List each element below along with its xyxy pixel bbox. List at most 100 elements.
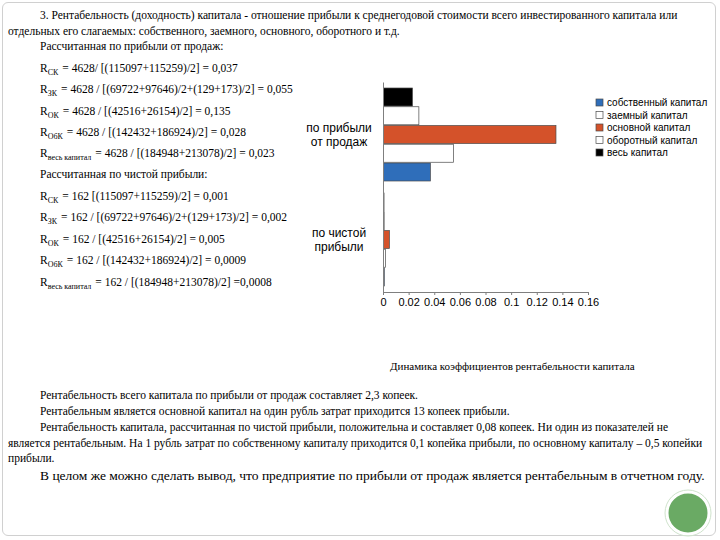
y-tick: по чистойприбыли: [312, 226, 383, 254]
decoration: [665, 490, 711, 536]
formula-symbol: R: [40, 83, 48, 95]
x-tick-mark: [434, 292, 435, 295]
formula-expression: = 4628 / [(42516+26154)/2] = 0,135: [63, 105, 231, 117]
formula: RОК = 4628 / [(42516+26154)/2] = 0,135: [40, 104, 230, 123]
formula-expression: = 162 [(115097+115259)/2] = 0,001: [62, 190, 229, 202]
x-tick-mark: [588, 292, 589, 295]
legend: собственный капитал заемный капиталосновн…: [596, 97, 707, 158]
formula-symbol: R: [40, 105, 48, 117]
x-tick: 0.02: [398, 292, 419, 308]
formula-symbol: R: [40, 276, 48, 288]
x-tick: 0.06: [450, 292, 471, 308]
legend-swatch: [596, 137, 603, 144]
intro: 3. Рентабельность (доходность) капитала …: [8, 8, 712, 39]
formula-expression: = 4628 / [(69722+97646)/2+(129+173)/2] =…: [61, 83, 293, 95]
formula-symbol: R: [40, 254, 48, 266]
heading: Рассчитанная по прибыли от продаж:: [40, 39, 223, 54]
legend-swatch: [596, 99, 603, 106]
final-conclusion: В целом же можно сделать вывод, что пред…: [8, 467, 712, 484]
conclusion: Рентабельность всего капитала по прибыли…: [8, 388, 712, 404]
x-tick-label: 0.16: [578, 296, 599, 308]
formula-expression: = 4628 / [(142432+186924)/2] = 0,028: [67, 126, 246, 138]
formula: Rвесь капитал= 4628 / [(184948+213078)/2…: [40, 146, 275, 165]
decoration-ring: [665, 490, 711, 536]
x-tick-mark: [537, 292, 538, 295]
x-tick-label: 0.12: [527, 296, 548, 308]
chart-title: Динамика коэффициентов рентабельности ка…: [390, 360, 635, 372]
x-tick-mark: [511, 292, 512, 295]
bar: [383, 126, 556, 144]
legend-entry: собственный капитал: [596, 97, 707, 108]
x-tick: 0: [380, 292, 386, 308]
formula-symbol: R: [40, 147, 48, 159]
chart: 0 0.02 0.04 0.06 0.08 0.1 0.12 0.14 0.16 по прибы…: [0, 0, 720, 540]
page-frame: [2, 2, 716, 536]
formula-subscript: весь капитал: [48, 153, 92, 162]
legend-label: заемный капитал: [607, 110, 688, 121]
formula-subscript: ОК: [48, 111, 59, 120]
x-tick-mark: [409, 292, 410, 295]
x-tick-label: 0.14: [552, 296, 573, 308]
conclusion: Рентабельность капитала, рассчитанная по…: [8, 420, 712, 467]
x-tick: 0.08: [475, 292, 496, 308]
formula-expression: = 162 / [(142432+186924)/2] = 0,0009: [67, 254, 246, 266]
formula-expression: = 4628/ [(115097+115259)/2] = 0,037: [62, 62, 237, 74]
conclusion: Рентабельным является основной капитал н…: [8, 404, 712, 420]
y-tick-label: по прибылиот продаж: [306, 121, 372, 149]
formula-subscript: весь капитал: [48, 282, 92, 291]
formula-subscript: ЗК: [48, 217, 57, 226]
y-tick: по прибылиот продаж: [306, 121, 383, 149]
formula: RОК = 162 / [(42516+26154)/2] = 0,005: [40, 232, 225, 251]
x-tick-mark: [486, 292, 487, 295]
formula-expression: = 162 / [(69722+97646)/2+(129+173)/2] = …: [61, 211, 287, 223]
y-axis: по прибылиот продаж по чистойприбыли: [306, 83, 383, 293]
bar: [383, 163, 430, 181]
x-tick-mark: [562, 292, 563, 295]
legend-swatch: [596, 112, 603, 119]
formula-symbol: R: [40, 211, 48, 223]
formula-symbol: R: [40, 233, 48, 245]
y-tick-label-line: прибыли: [314, 240, 363, 254]
x-tick-mark: [460, 292, 461, 295]
x-tick: 0.1: [504, 292, 519, 308]
x-tick: 0.16: [578, 292, 599, 308]
y-tick-label-line: по чистой: [312, 226, 366, 240]
legend-label: основной капитал: [607, 122, 691, 133]
formula: Rвесь капитал= 162 / [(184948+213078)/2]…: [40, 275, 272, 294]
y-tick-label-line: от продаж: [311, 135, 368, 149]
bar: [383, 107, 419, 125]
y-tick-label: по чистойприбыли: [312, 226, 366, 254]
x-tick: 0.04: [424, 292, 445, 308]
formula-expression: = 162 / [(184948+213078)/2] =0,0008: [95, 276, 271, 288]
legend-swatch: [596, 149, 603, 156]
formula-expression: = 162 / [(42516+26154)/2] = 0,005: [63, 233, 225, 245]
formula: RОбК= 4628 / [(142432+186924)/2] = 0,028: [40, 125, 246, 144]
formula-symbol: R: [40, 62, 48, 74]
legend-swatch: [596, 124, 603, 131]
formula-subscript: ЗК: [48, 89, 57, 98]
x-tick-label: 0.02: [398, 296, 419, 308]
legend-entry: заемный капитал: [596, 110, 688, 121]
x-tick-label: 0.04: [424, 296, 445, 308]
x-tick-label: 0.08: [475, 296, 496, 308]
x-tick: 0.14: [552, 292, 573, 308]
formula-symbol: R: [40, 126, 48, 138]
x-tick-label: 0.06: [450, 296, 471, 308]
legend-entry: весь капитал: [596, 147, 668, 158]
y-tick-label-line: по прибыли: [306, 121, 372, 135]
formula: RОбК= 162 / [(142432+186924)/2] = 0,0009: [40, 253, 246, 272]
legend-entry: основной капитал: [596, 122, 691, 133]
formula-subscript: ОК: [48, 239, 59, 248]
legend-label: весь капитал: [607, 147, 668, 158]
formula: RСК= 162 [(115097+115259)/2] = 0,001: [40, 189, 229, 208]
formula: RЗК = 162 / [(69722+97646)/2+(129+173)/2]…: [40, 210, 287, 229]
x-tick-label: 0.1: [504, 296, 519, 308]
bar: [383, 88, 412, 106]
heading: Рассчитанная по чистой прибыли:: [40, 167, 207, 182]
decoration-circle: [667, 492, 709, 534]
x-tick-label: 0: [380, 296, 386, 308]
legend-label: оборотный капитал: [607, 135, 698, 146]
x-tick: 0.12: [527, 292, 548, 308]
bar: [383, 144, 453, 162]
bars: [383, 88, 556, 286]
